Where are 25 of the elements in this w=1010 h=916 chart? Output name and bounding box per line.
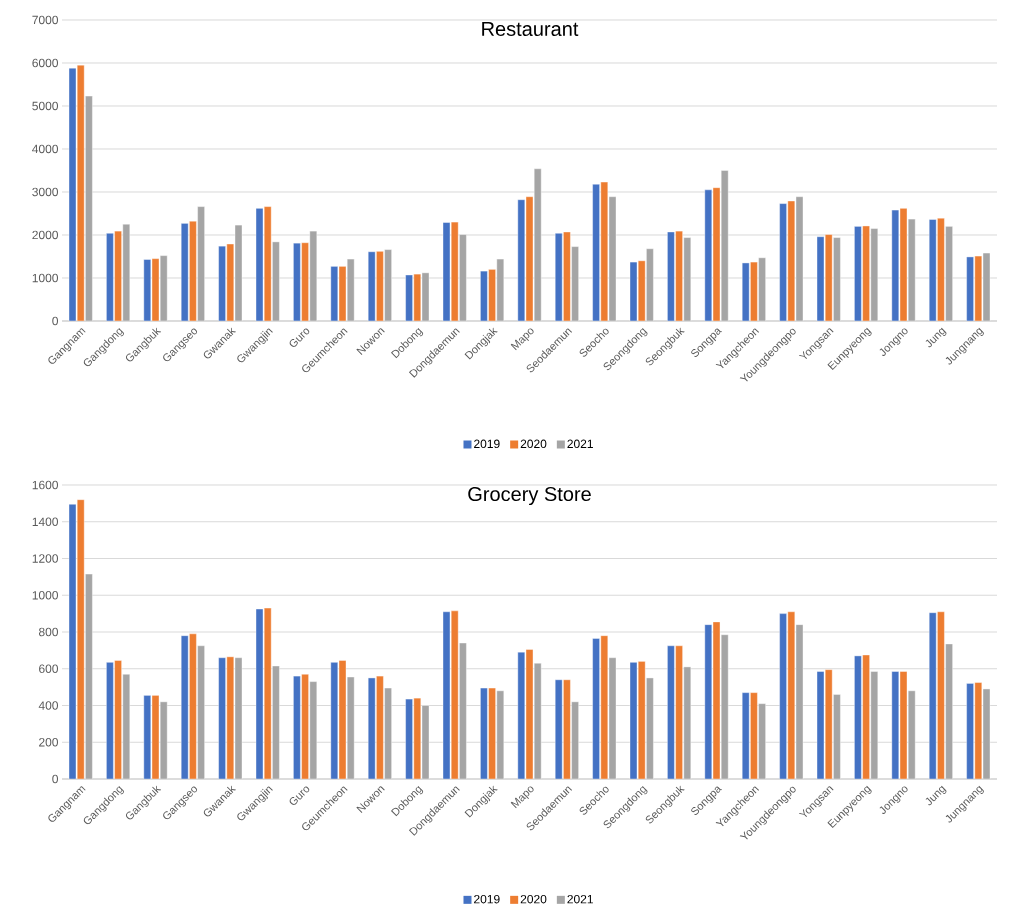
y-tick-label: 1000 — [32, 273, 59, 283]
y-tick-label: 3000 — [32, 187, 59, 197]
legend-label: 2020 — [520, 439, 547, 449]
y-tick-label: 2000 — [32, 230, 59, 240]
y-tick-label: 6000 — [32, 58, 59, 68]
y-tick-label: 800 — [38, 627, 59, 637]
y-tick-label: 1200 — [32, 554, 59, 563]
y-tick-label: 200 — [39, 738, 59, 747]
legend-label: 2021 — [567, 894, 593, 904]
y-tick-label: 0 — [52, 774, 59, 784]
legend-label: 2019 — [474, 439, 500, 449]
legend-label: 2020 — [520, 894, 547, 904]
y-tick-label: 1400 — [32, 517, 59, 526]
legend-label: 2021 — [567, 439, 593, 449]
legend-label: 2019 — [474, 894, 500, 904]
y-tick-label: 1600 — [32, 480, 59, 490]
chart-title: Grocery Store — [468, 486, 591, 506]
y-tick-label: 400 — [38, 701, 59, 710]
y-tick-label: 7000 — [32, 15, 59, 25]
y-tick-label: 1000 — [32, 591, 59, 600]
chart-title: Restaurant — [482, 22, 579, 37]
y-tick-label: 600 — [39, 664, 59, 673]
y-tick-label: 5000 — [32, 101, 59, 111]
y-tick-label: 0 — [52, 316, 59, 326]
y-tick-label: 4000 — [32, 144, 59, 154]
